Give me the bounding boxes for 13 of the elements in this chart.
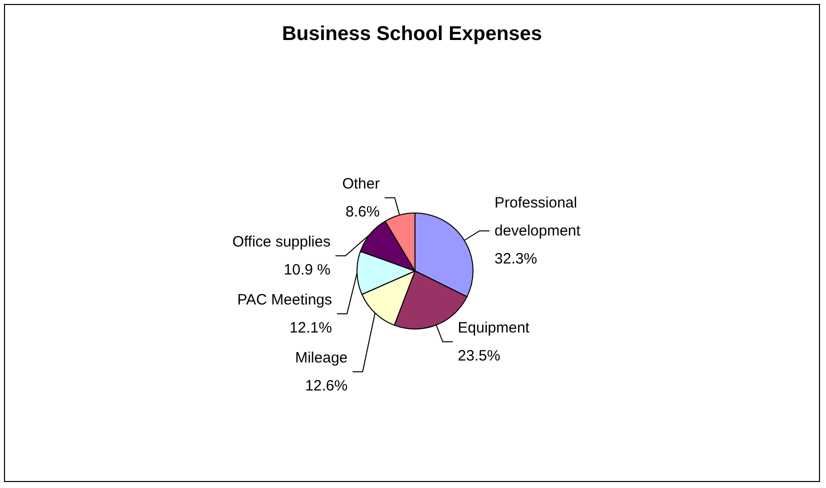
data-label: 10.9 % [284,261,330,278]
slice-label: Professional development [494,194,582,240]
slice-label: Equipment [458,319,530,336]
data-label: 23.5% [458,347,500,364]
data-label: 12.1% [289,319,332,336]
data-label: 12.6% [305,377,348,394]
data-label: 32.3% [494,250,538,268]
slice-label: Office supplies [232,233,330,250]
chart-title: Business School Expenses [282,23,542,45]
slice-label: PAC Meetings [237,291,332,308]
slice-label: Mileage [295,349,348,366]
slice-label: Other [342,175,380,192]
data-label: 8.6% [346,203,380,220]
